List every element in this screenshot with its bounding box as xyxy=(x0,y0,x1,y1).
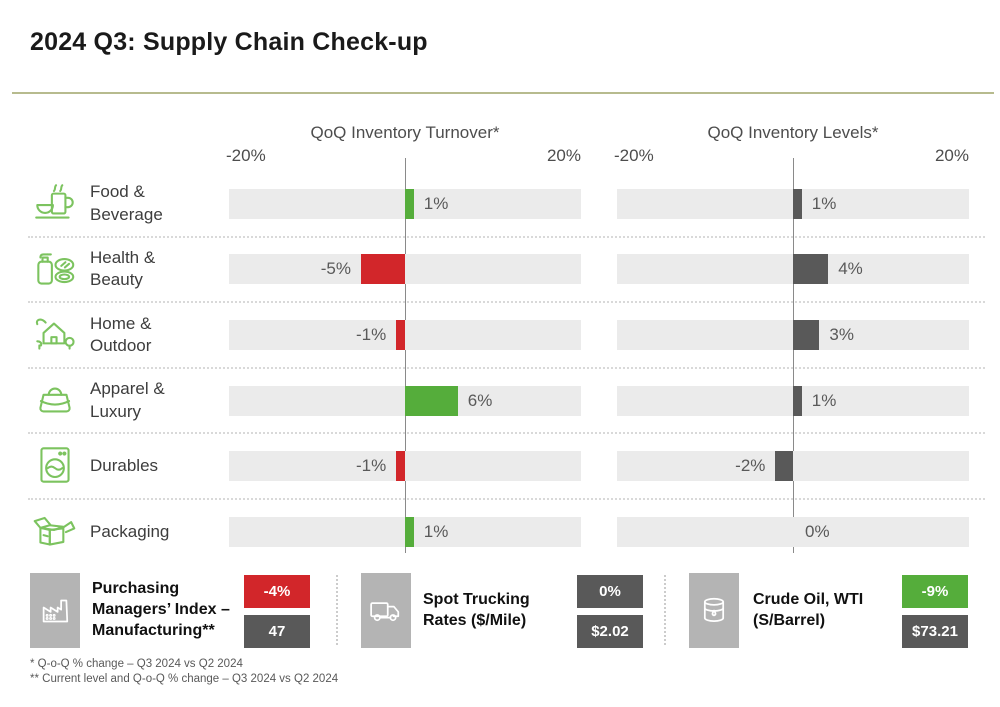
row-food-beverage: Food & Beverage 1% 1% xyxy=(28,172,985,238)
food-beverage-icon xyxy=(30,178,80,228)
levels-bar xyxy=(793,385,802,416)
levels-value-label: 4% xyxy=(838,259,863,279)
category-label: Food & Beverage xyxy=(90,182,163,224)
turnover-bar xyxy=(396,451,405,482)
row-durables: Durables -1% -2% xyxy=(28,434,985,500)
kpi-crude-oil-change-badge: -9% xyxy=(902,575,968,608)
footnote-1: * Q-o-Q % change – Q3 2024 vs Q2 2024 xyxy=(30,658,243,670)
turnover-bar-track: -1% xyxy=(229,451,581,482)
turnover-axis-min-label: -20% xyxy=(226,146,266,165)
turnover-value-label: 1% xyxy=(423,521,449,541)
row-home-outdoor: Home & Outdoor -1% 3% xyxy=(28,303,985,369)
durables-icon xyxy=(30,440,80,490)
levels-chart-title: QoQ Inventory Levels* xyxy=(707,123,879,142)
levels-bar-track: -2% xyxy=(617,451,969,482)
turnover-zero-axis xyxy=(405,158,406,553)
category-label: Apparel & Luxury xyxy=(90,379,165,421)
turnover-bar-track: 1% xyxy=(229,188,581,219)
levels-bar xyxy=(793,254,829,285)
page-title: 2024 Q3: Supply Chain Check-up xyxy=(30,28,428,56)
kpi-crude-oil-level-badge: $73.21 xyxy=(902,615,968,648)
levels-bar-track: 3% xyxy=(617,319,969,350)
turnover-bar-track: -5% xyxy=(229,254,581,285)
levels-value-label: 3% xyxy=(829,324,854,344)
kpi-crude-oil-label: Crude Oil, WTI (S/Barrel) xyxy=(753,590,864,629)
levels-bar xyxy=(793,319,820,350)
levels-value-label: 1% xyxy=(811,193,837,213)
packaging-icon xyxy=(30,506,80,556)
levels-bar xyxy=(793,188,802,219)
kpi-pmi-label: Purchasing Managers’ Index – Manufacturi… xyxy=(92,580,230,639)
row-health-beauty: Health & Beauty -5% 4% xyxy=(28,238,985,304)
turnover-value-label: 1% xyxy=(423,193,449,213)
turnover-bar xyxy=(405,516,414,547)
levels-zero-axis xyxy=(793,158,794,553)
health-beauty-icon xyxy=(30,244,80,294)
kpi-trucking-badges: 0% $2.02 xyxy=(577,575,643,655)
levels-value-label: 1% xyxy=(811,390,837,410)
turnover-bar-track: 6% xyxy=(229,385,581,416)
turnover-bar-track: 1% xyxy=(229,516,581,547)
turnover-bar xyxy=(405,188,414,219)
oil-barrel-icon xyxy=(689,573,739,648)
category-rows: Food & Beverage 1% 1% Health & Beauty -5… xyxy=(28,172,985,564)
turnover-bar xyxy=(361,254,405,285)
turnover-bar xyxy=(396,319,405,350)
truck-icon xyxy=(361,573,411,648)
levels-bar-track: 0% xyxy=(617,516,969,547)
kpi-pmi-level-badge: 47 xyxy=(244,615,310,648)
levels-axis-min-label: -20% xyxy=(614,146,654,165)
kpi-crude-oil-badges: -9% $73.21 xyxy=(902,575,968,655)
kpi-pmi-badges: -4% 47 xyxy=(244,575,310,655)
turnover-value-label: -1% xyxy=(355,456,387,476)
levels-bar-track: 1% xyxy=(617,188,969,219)
turnover-bar xyxy=(405,385,458,416)
title-divider xyxy=(12,92,994,94)
levels-bar-track: 1% xyxy=(617,385,969,416)
row-apparel-luxury: Apparel & Luxury 6% 1% xyxy=(28,369,985,435)
kpi-trucking-change-badge: 0% xyxy=(577,575,643,608)
kpi-trucking-level-badge: $2.02 xyxy=(577,615,643,648)
turnover-value-label: -5% xyxy=(320,259,351,279)
turnover-bar-track: -1% xyxy=(229,319,581,350)
kpi-pmi-change-badge: -4% xyxy=(244,575,310,608)
row-packaging: Packaging 1% 0% xyxy=(28,500,985,564)
levels-value-label: -2% xyxy=(735,456,766,476)
turnover-chart-title: QoQ Inventory Turnover* xyxy=(310,123,500,142)
category-label: Home & Outdoor xyxy=(90,313,152,355)
levels-axis-max-label: 20% xyxy=(934,146,969,165)
category-label: Durables xyxy=(90,455,159,475)
category-label: Packaging xyxy=(90,521,170,541)
kpi-trucking-label: Spot Trucking Rates ($/Mile) xyxy=(423,590,530,629)
home-outdoor-icon xyxy=(30,309,80,359)
category-label: Health & Beauty xyxy=(90,247,156,290)
turnover-value-label: 6% xyxy=(467,390,493,410)
footnote-2: ** Current level and Q-o-Q % change – Q3… xyxy=(30,673,339,685)
apparel-luxury-icon xyxy=(30,375,80,425)
levels-value-label: 0% xyxy=(805,521,830,541)
factory-icon xyxy=(30,573,80,648)
turnover-value-label: -1% xyxy=(355,324,387,344)
turnover-axis-max-label: 20% xyxy=(546,146,581,165)
kpi-divider xyxy=(336,575,338,645)
kpi-divider xyxy=(664,575,666,645)
levels-bar-track: 4% xyxy=(617,254,969,285)
levels-bar xyxy=(775,451,793,482)
